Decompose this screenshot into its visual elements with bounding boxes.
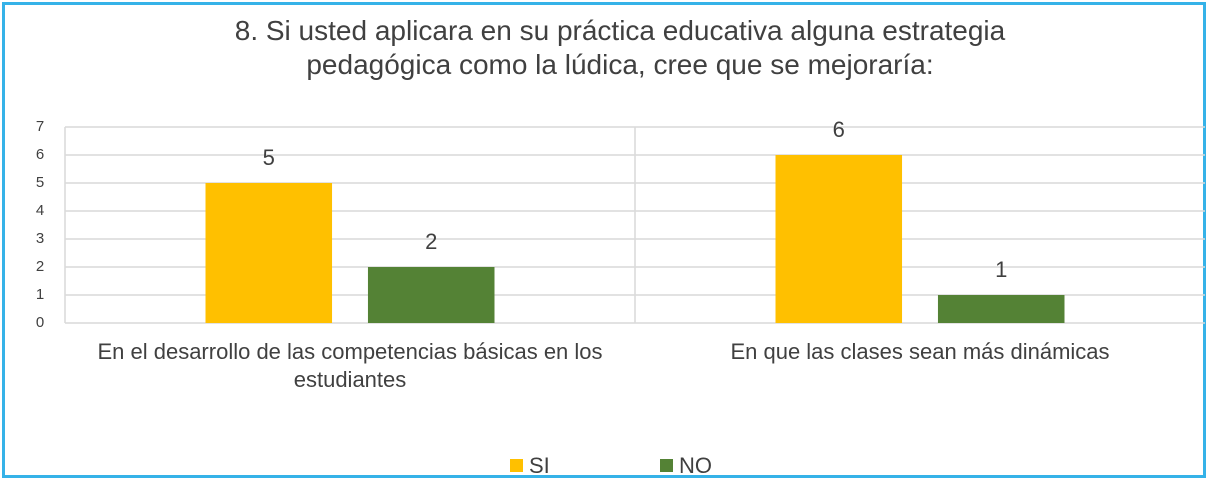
bar — [775, 155, 903, 323]
data-label: 5 — [263, 145, 275, 170]
bar — [937, 295, 1065, 323]
data-label: 2 — [425, 229, 437, 254]
data-label: 1 — [995, 257, 1007, 282]
legend-label: NO — [679, 453, 712, 478]
y-tick-label: 1 — [36, 286, 44, 303]
y-tick-label: 4 — [36, 202, 44, 219]
x-tick-label: En el desarrollo de las competencias bás… — [97, 339, 603, 392]
chart-title: 8. Si usted aplicara en su práctica educ… — [234, 15, 1006, 80]
legend-swatch — [660, 459, 673, 472]
x-tick-label: En que las clases sean más dinámicas — [730, 339, 1110, 364]
y-tick-label: 0 — [36, 314, 44, 331]
y-tick-label: 5 — [36, 174, 44, 191]
y-tick-label: 3 — [36, 230, 44, 247]
bar — [205, 183, 333, 323]
legend-label: SI — [529, 453, 550, 478]
y-tick-label: 2 — [36, 258, 44, 275]
data-label: 6 — [833, 117, 845, 142]
y-tick-label: 7 — [36, 118, 44, 135]
bar — [367, 267, 495, 323]
legend-swatch — [510, 459, 523, 472]
y-tick-label: 6 — [36, 146, 44, 163]
